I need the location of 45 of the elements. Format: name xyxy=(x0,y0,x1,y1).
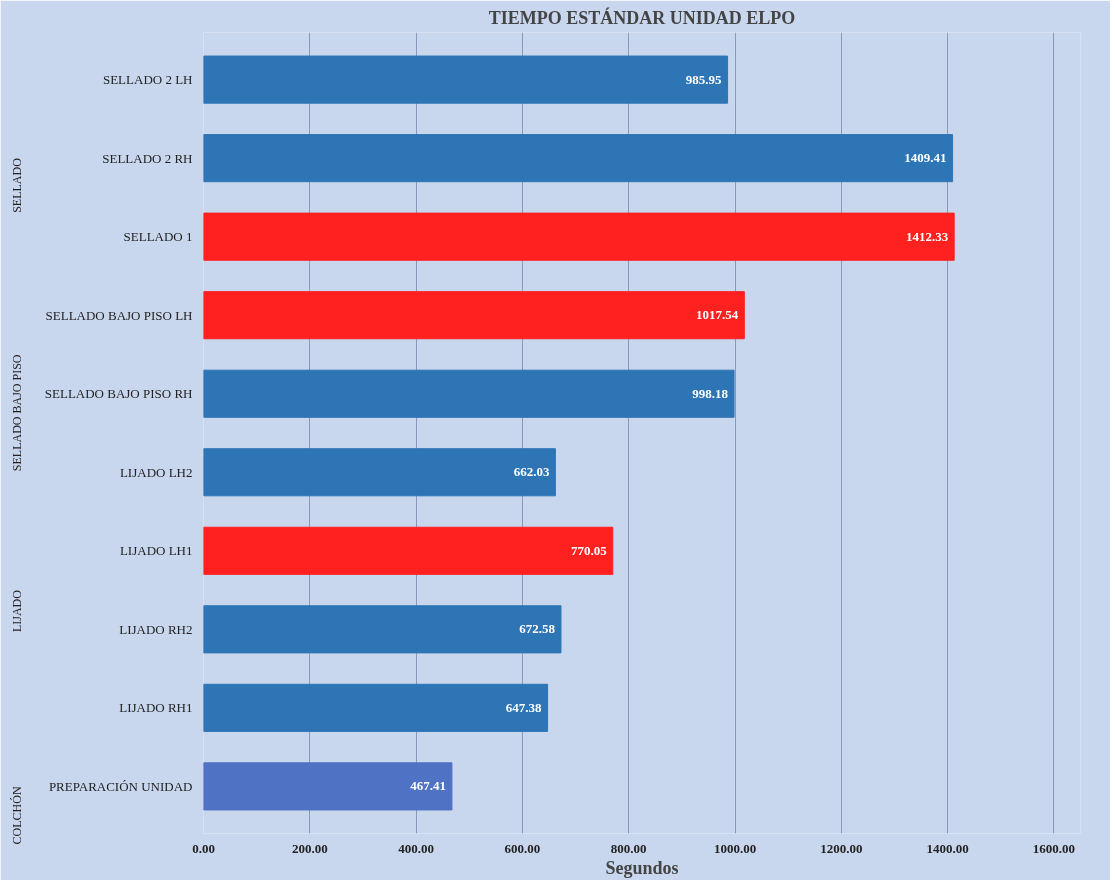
data-label: 1017.54 xyxy=(696,307,739,323)
x-tick-label: 800.00 xyxy=(610,840,647,856)
x-tick-label: 0.00 xyxy=(192,840,215,856)
y-tick-label: SELLADO 1 xyxy=(123,229,193,245)
bar xyxy=(203,526,614,575)
data-label: 672.58 xyxy=(519,621,556,637)
chart-title: TIEMPO ESTÁNDAR UNIDAD ELPO xyxy=(488,6,796,28)
bar xyxy=(203,762,453,811)
bar xyxy=(203,369,735,418)
x-tick-label: 600.00 xyxy=(504,840,541,856)
x-tick-label: 200.00 xyxy=(291,840,328,856)
bar xyxy=(203,134,954,183)
text: COLCHÓN xyxy=(10,786,25,845)
data-label: 998.18 xyxy=(692,385,729,401)
data-label: 1412.33 xyxy=(905,228,949,244)
y-tick-label: LIJADO LH1 xyxy=(119,543,193,559)
data-label: 770.05 xyxy=(571,542,608,558)
x-tick-label: 1000.00 xyxy=(713,840,757,856)
y-tick-label: SELLADO BAJO PISO LH xyxy=(45,307,193,323)
bar xyxy=(203,291,745,340)
y-tick-label: SELLADO BAJO PISO RH xyxy=(44,386,193,402)
data-label: 647.38 xyxy=(505,699,543,715)
y-tick-label: SELLADO 2 RH xyxy=(102,150,193,166)
y-tick-label: LIJADO RH2 xyxy=(119,621,193,637)
bar xyxy=(203,212,955,261)
bar xyxy=(203,55,729,104)
text: LIJADO xyxy=(10,589,25,633)
x-tick-label: 400.00 xyxy=(398,840,434,856)
x-tick-label: 1400.00 xyxy=(926,840,969,856)
y-tick-label: PREPARACIÓN UNIDAD xyxy=(48,778,193,794)
bar xyxy=(203,605,562,654)
data-label: 1409.41 xyxy=(904,150,947,166)
y-tick-label: LIJADO RH1 xyxy=(119,700,193,716)
x-tick-label: 1200.00 xyxy=(820,840,863,856)
y-tick-label: SELLADO 2 LH xyxy=(102,72,193,88)
x-tick-label: 1600.00 xyxy=(1032,840,1076,856)
text: SELLADO xyxy=(10,157,25,213)
text: SELLADO BAJO PISO xyxy=(10,354,25,472)
data-label: 985.95 xyxy=(685,71,723,87)
data-label: 662.03 xyxy=(513,464,550,480)
y-tick-label: LIJADO LH2 xyxy=(119,464,193,480)
bar xyxy=(203,448,556,497)
bar xyxy=(203,683,549,732)
data-label: 467.41 xyxy=(410,778,446,794)
x-axis-title: Segundos xyxy=(605,857,679,878)
